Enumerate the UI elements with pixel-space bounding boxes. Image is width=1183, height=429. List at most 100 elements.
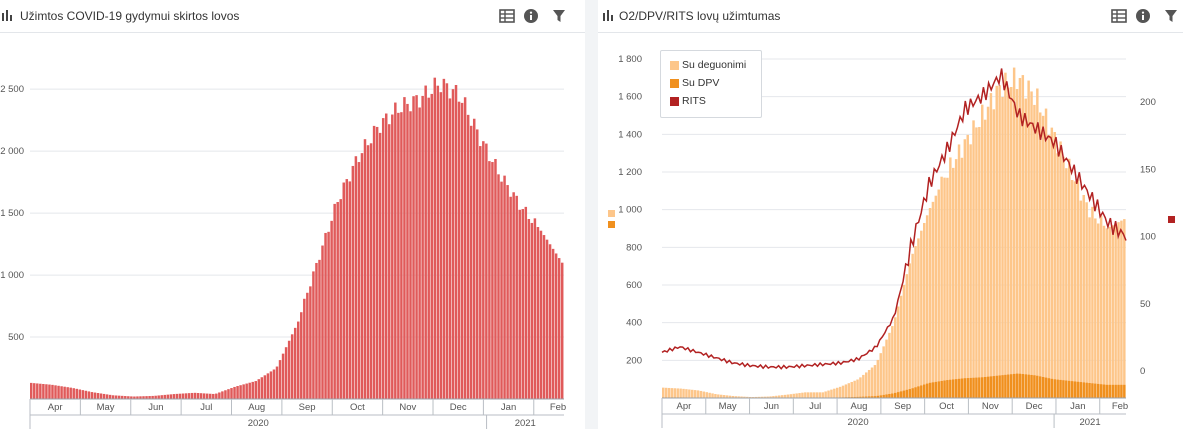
bar bbox=[127, 396, 130, 399]
x-tick-label: Apr bbox=[676, 401, 691, 412]
bar bbox=[469, 125, 473, 400]
oxygen-bar bbox=[1105, 228, 1109, 398]
oxygen-bar bbox=[795, 393, 798, 398]
oxygen-bar bbox=[972, 120, 975, 399]
oxygen-bar bbox=[1015, 89, 1019, 398]
oxygen-bar-series bbox=[662, 67, 1126, 399]
filter-icon[interactable] bbox=[1163, 8, 1179, 24]
oxygen-bar bbox=[693, 390, 697, 398]
oxygen-bar bbox=[1085, 202, 1088, 398]
oxygen-bar bbox=[957, 144, 961, 398]
bar bbox=[542, 235, 546, 399]
dpv-bar bbox=[954, 379, 958, 398]
dpv-bar bbox=[1070, 381, 1074, 398]
bar bbox=[199, 393, 203, 399]
bar bbox=[154, 395, 157, 399]
bar bbox=[403, 97, 406, 399]
bar bbox=[300, 312, 303, 399]
bar bbox=[121, 395, 124, 399]
bar bbox=[172, 394, 176, 399]
oxygen-bar bbox=[841, 385, 845, 398]
dpv-bar bbox=[1027, 374, 1030, 398]
filter-icon[interactable] bbox=[551, 8, 567, 24]
bar bbox=[466, 114, 470, 399]
oxygen-bar bbox=[986, 106, 990, 398]
bar bbox=[30, 382, 33, 399]
bar bbox=[463, 97, 467, 399]
oxygen-dpv-rits-panel: O2/DPV/RITS lovų užimtumas 200 400 600 800 1… bbox=[598, 0, 1183, 429]
dpv-bar bbox=[1079, 382, 1083, 398]
x-group-label: 2021 bbox=[515, 418, 536, 429]
bar bbox=[427, 97, 430, 399]
bar bbox=[248, 382, 251, 399]
oxygen-bar bbox=[1111, 225, 1114, 398]
oxygen-bar bbox=[1094, 218, 1097, 398]
bar bbox=[111, 395, 115, 399]
oxygen-bar bbox=[899, 295, 903, 398]
bar bbox=[391, 114, 394, 400]
x-group-label: 2020 bbox=[847, 417, 868, 428]
oxygen-bar bbox=[728, 395, 732, 398]
bar bbox=[193, 392, 197, 399]
legend-label: Su deguonimi bbox=[682, 59, 747, 71]
bar bbox=[54, 385, 57, 399]
bar bbox=[202, 393, 206, 399]
dpv-bar bbox=[949, 379, 952, 398]
bar bbox=[439, 92, 443, 399]
dpv-bar bbox=[923, 384, 926, 398]
table-icon[interactable] bbox=[1111, 8, 1127, 24]
bar bbox=[506, 185, 509, 399]
panel-title: O2/DPV/RITS lovų užimtumas bbox=[619, 9, 781, 23]
x-tick-label: Sep bbox=[299, 402, 316, 413]
info-icon[interactable] bbox=[523, 8, 539, 24]
bar bbox=[303, 298, 306, 399]
bar bbox=[460, 102, 464, 399]
x-group-label: 2021 bbox=[1079, 417, 1100, 428]
y-tick-label: 2 500 bbox=[0, 84, 24, 95]
oxygen-bar bbox=[931, 201, 935, 398]
dpv-bar bbox=[952, 379, 955, 398]
oxygen-bar bbox=[685, 389, 688, 398]
bar bbox=[330, 220, 333, 399]
oxygen-bar bbox=[1079, 200, 1083, 398]
dpv-bar bbox=[1117, 384, 1120, 398]
y-tick-label: 1 500 bbox=[0, 208, 24, 219]
oxygen-bar bbox=[934, 195, 938, 398]
oxygen-bar bbox=[1033, 104, 1036, 398]
oxygen-bar bbox=[827, 390, 830, 398]
oxygen-bar bbox=[754, 396, 758, 398]
oxygen-bar bbox=[804, 392, 807, 398]
oxygen-bar bbox=[757, 396, 761, 398]
oxygen-bar bbox=[662, 387, 665, 398]
bar bbox=[142, 396, 145, 399]
dpv-bar bbox=[1010, 374, 1013, 398]
bar bbox=[139, 396, 142, 399]
oxygen-bar bbox=[847, 383, 851, 398]
dpv-bar bbox=[882, 394, 885, 398]
oxygen-bar bbox=[1012, 67, 1016, 398]
y2-tick-label: 50 bbox=[1140, 299, 1151, 310]
dpv-bar bbox=[1015, 373, 1019, 398]
oxygen-bar bbox=[995, 85, 998, 398]
bar bbox=[397, 112, 400, 399]
dpv-bar bbox=[1030, 374, 1033, 398]
bar bbox=[184, 393, 188, 399]
oxygen-bar bbox=[714, 394, 717, 398]
bar bbox=[315, 262, 318, 399]
dpv-bar bbox=[1050, 378, 1054, 398]
dpv-bar bbox=[1065, 380, 1068, 398]
bar bbox=[363, 139, 367, 399]
x-tick-label: Sep bbox=[894, 401, 911, 412]
oxygen-bar bbox=[737, 396, 740, 398]
table-icon[interactable] bbox=[499, 8, 515, 24]
bar bbox=[306, 292, 309, 399]
dpv-bar bbox=[1102, 384, 1106, 398]
bar-chart-icon bbox=[2, 10, 12, 21]
bar bbox=[130, 396, 133, 399]
info-icon[interactable] bbox=[1135, 8, 1151, 24]
oxygen-bar bbox=[691, 389, 694, 398]
chart-legend: Su deguonimi Su DPV RITS bbox=[660, 50, 762, 118]
dpv-bar bbox=[1024, 374, 1027, 398]
oxygen-bar bbox=[946, 177, 949, 398]
oxygen-bar bbox=[769, 396, 772, 398]
